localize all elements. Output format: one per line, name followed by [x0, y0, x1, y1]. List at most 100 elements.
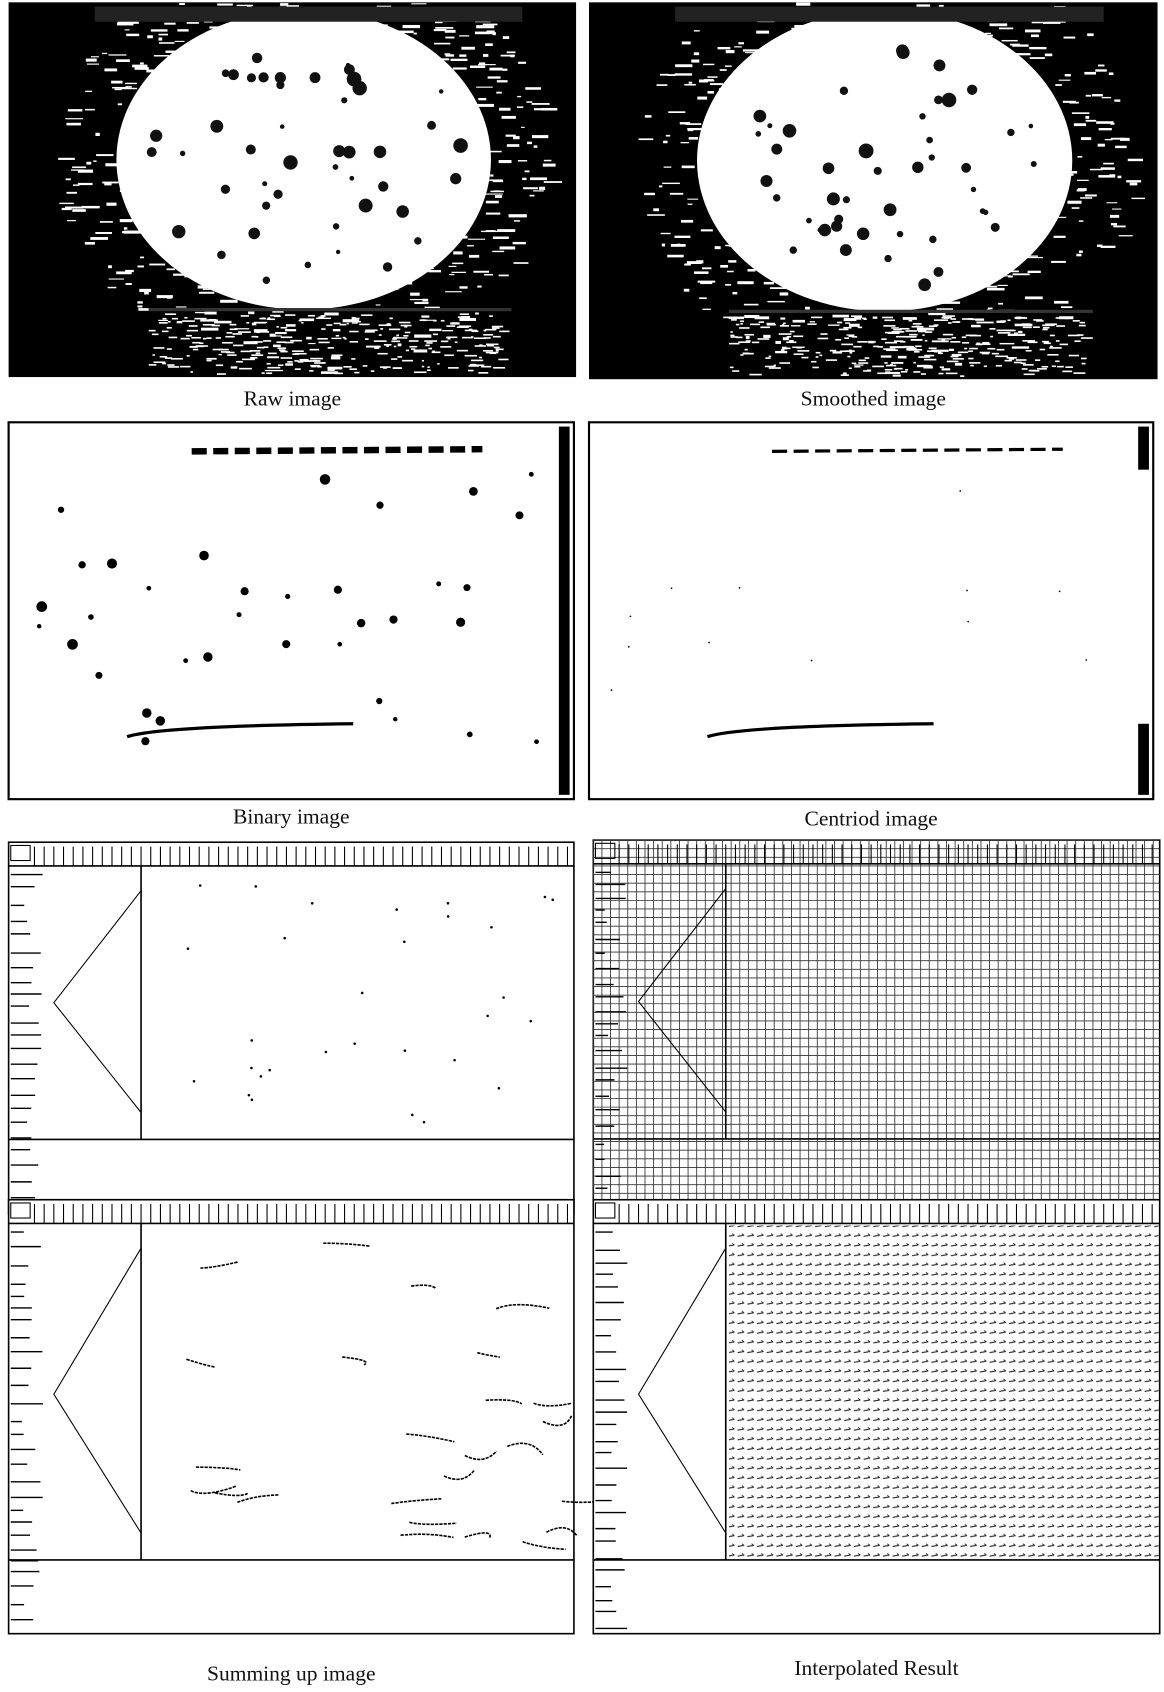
speckle	[744, 304, 759, 306]
speckle	[273, 345, 281, 347]
particle	[95, 672, 102, 679]
speckle	[116, 271, 131, 274]
speckle	[708, 91, 714, 94]
particle	[450, 173, 461, 184]
speckle	[727, 271, 734, 272]
speckle	[1074, 340, 1080, 342]
speckle	[1065, 74, 1071, 76]
speckle	[152, 334, 159, 336]
speckle	[507, 144, 519, 147]
speckle	[1056, 325, 1065, 327]
speckle	[684, 289, 690, 292]
speckle	[950, 341, 960, 343]
speckle	[962, 342, 969, 344]
speckle	[1023, 364, 1034, 366]
speckle	[144, 291, 149, 294]
particle	[58, 507, 64, 513]
speckle	[299, 320, 302, 322]
speckle	[769, 356, 772, 358]
speckle	[1090, 169, 1103, 170]
speckle	[285, 364, 292, 366]
speckle	[432, 351, 435, 353]
speckle	[1102, 97, 1111, 98]
display-frame	[9, 1200, 574, 1634]
speckle	[481, 366, 491, 368]
speckle	[905, 369, 908, 371]
speckle	[854, 366, 860, 368]
speckle	[734, 46, 742, 47]
speckle	[1109, 72, 1114, 75]
speckle	[1061, 306, 1072, 308]
speckle	[890, 346, 906, 348]
speckle	[1016, 359, 1027, 361]
particle	[884, 203, 897, 216]
speckle	[1002, 40, 1018, 41]
speckle	[1082, 363, 1086, 365]
speckle	[844, 337, 849, 339]
speckle	[452, 272, 467, 273]
speckle	[853, 346, 861, 348]
speckle	[701, 229, 713, 231]
speckle	[905, 330, 916, 332]
speckle	[207, 360, 212, 362]
particle	[247, 73, 256, 82]
speckle	[1018, 331, 1022, 333]
bright-region	[116, 10, 491, 310]
speckle	[374, 340, 387, 342]
speckle	[492, 251, 504, 252]
speckle	[668, 111, 685, 113]
speckle	[884, 319, 895, 321]
speckle	[147, 35, 153, 38]
speckle	[913, 371, 920, 373]
particle	[467, 731, 473, 737]
speckle	[758, 338, 770, 340]
speckle	[149, 264, 165, 266]
speckle	[118, 103, 122, 105]
speckle	[350, 341, 358, 343]
speckle	[1056, 317, 1060, 319]
speckle	[942, 368, 951, 370]
speckle	[428, 270, 441, 272]
speckle	[699, 297, 707, 299]
speckle	[181, 338, 190, 340]
speckle	[689, 137, 698, 140]
speckle	[938, 373, 943, 375]
particle	[378, 181, 388, 191]
speckle	[499, 275, 509, 277]
particle	[1007, 129, 1014, 136]
speckle	[441, 320, 445, 322]
speckle	[687, 199, 698, 200]
speckle	[740, 323, 742, 325]
speckle	[1131, 198, 1145, 199]
speckle	[472, 330, 479, 332]
speckle	[1045, 54, 1052, 57]
speckle	[922, 365, 931, 367]
speckle	[818, 338, 829, 340]
speckle	[765, 357, 770, 359]
speckle	[987, 348, 995, 350]
speckle	[839, 329, 849, 331]
speckle	[254, 331, 269, 333]
speckle	[230, 329, 238, 331]
speckle	[958, 351, 968, 353]
particle	[967, 85, 977, 95]
speckle	[340, 324, 347, 326]
speckle	[336, 335, 339, 337]
particle	[767, 123, 772, 128]
speckle	[151, 29, 168, 31]
speckle	[544, 181, 562, 183]
speckle	[157, 295, 173, 298]
speckle	[816, 356, 819, 358]
particle	[529, 472, 534, 477]
speckle	[1037, 368, 1047, 370]
speckle	[177, 29, 188, 31]
speckle	[496, 92, 501, 94]
speckle	[440, 346, 451, 348]
particle	[262, 202, 270, 210]
speckle	[732, 292, 737, 294]
speckle	[832, 315, 848, 318]
speckle	[437, 363, 439, 365]
speckle	[216, 337, 221, 339]
particle	[823, 162, 835, 174]
particle	[967, 621, 969, 623]
